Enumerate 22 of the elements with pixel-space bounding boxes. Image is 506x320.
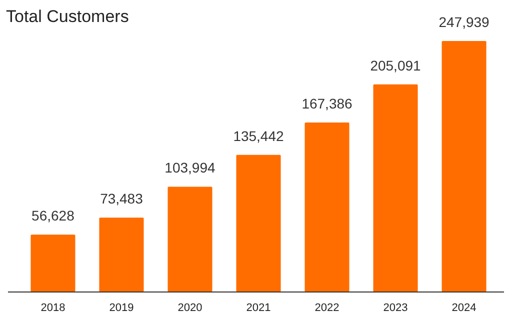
bar	[236, 154, 281, 292]
data-label: 135,442	[233, 128, 284, 144]
bar	[168, 186, 212, 292]
bar	[304, 122, 350, 292]
x-tick-label: 2024	[452, 302, 476, 314]
x-tick-label: 2021	[246, 302, 271, 314]
data-label: 167,386	[302, 96, 353, 112]
bar	[373, 84, 418, 292]
bar	[442, 41, 486, 292]
x-tick-label: 2023	[383, 302, 408, 314]
chart-title: Total Customers	[6, 7, 129, 26]
data-label: 56,628	[32, 208, 75, 224]
x-tick-label: 2019	[109, 302, 134, 314]
x-tick-label: 2020	[178, 302, 202, 314]
data-label: 103,994	[164, 160, 216, 176]
data-label: 247,939	[438, 14, 490, 30]
bar	[99, 218, 144, 292]
x-tick-label: 2022	[314, 302, 340, 314]
bar	[30, 234, 76, 292]
data-label: 73,483	[100, 190, 144, 207]
data-label: 205,091	[370, 57, 422, 74]
x-tick-label: 2018	[40, 302, 66, 314]
